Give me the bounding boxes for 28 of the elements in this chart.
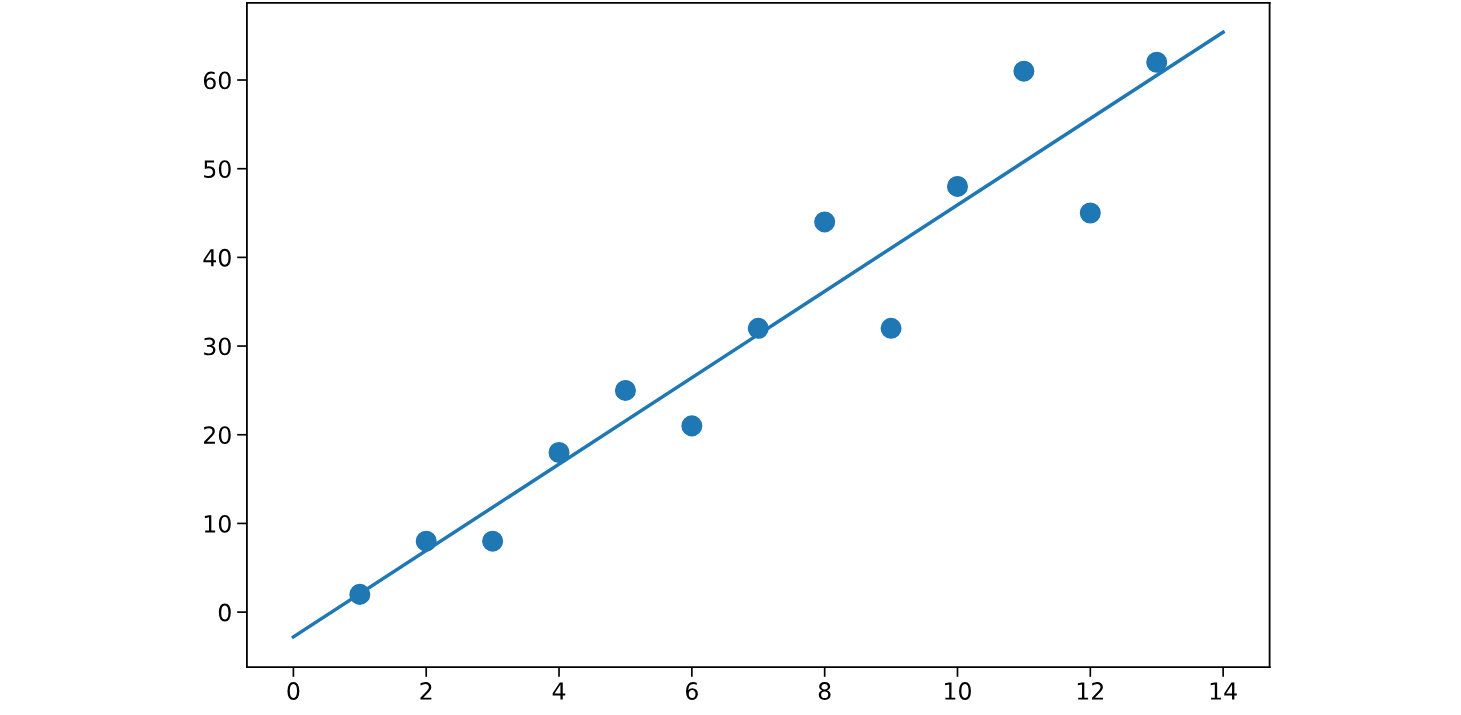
y-tick-label: 40 — [203, 248, 231, 267]
point — [814, 211, 836, 233]
point — [681, 415, 703, 437]
point — [880, 317, 902, 339]
x-tick-label: 4 — [552, 682, 566, 700]
point — [548, 441, 570, 463]
y-tick-label: 10 — [204, 514, 231, 533]
point — [482, 530, 504, 552]
y-tick-label: 60 — [203, 71, 231, 90]
x-tick-label: 2 — [420, 682, 432, 700]
x-tick-label: 8 — [818, 682, 831, 700]
x-tick-label: 6 — [685, 682, 698, 700]
x-tick-label: 10 — [945, 682, 971, 700]
point — [1146, 51, 1168, 73]
point — [946, 175, 969, 197]
point — [415, 530, 437, 552]
x-tick-label: 0 — [287, 682, 300, 700]
y-tick-label: 0 — [218, 603, 231, 622]
y-tick-label: 30 — [204, 337, 231, 356]
x-tick-label: 14 — [1210, 682, 1237, 700]
point — [1079, 202, 1101, 224]
y-tick-label: 20 — [204, 426, 231, 445]
y-tick-label: 50 — [204, 160, 231, 178]
point — [614, 379, 636, 401]
point — [349, 583, 371, 605]
point — [747, 317, 769, 339]
x-tick-label: 12 — [1077, 682, 1103, 700]
point — [1013, 60, 1035, 82]
